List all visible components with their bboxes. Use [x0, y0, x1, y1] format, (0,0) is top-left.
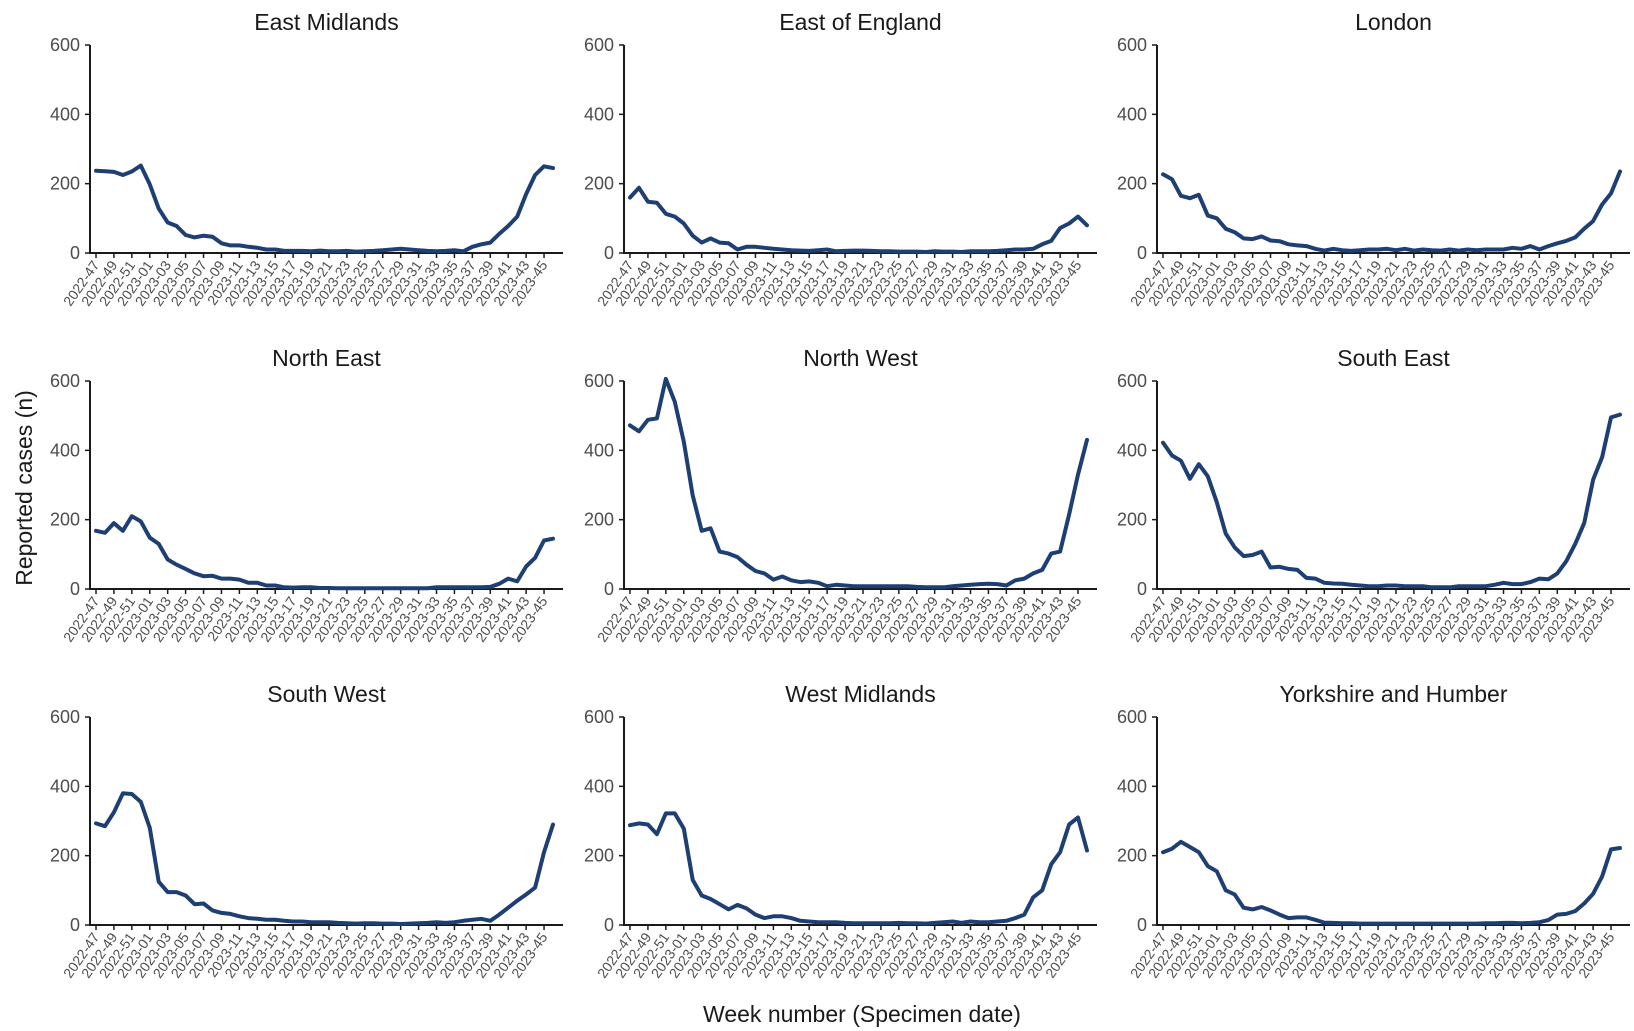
panel-title: East of England — [779, 9, 941, 35]
y-tick-label: 400 — [1117, 104, 1147, 124]
panel-title: South East — [1337, 345, 1450, 371]
y-tick-label: 200 — [1117, 174, 1147, 194]
panel-south-west: South West02004006002022-472022-492022-5… — [50, 681, 563, 981]
y-tick-label: 400 — [50, 776, 80, 796]
series-line-east-midlands — [94, 163, 555, 254]
series-line-yorkshire-and-humber — [1161, 839, 1622, 926]
y-tick-label: 0 — [70, 915, 80, 935]
series-line-south-east — [1161, 412, 1622, 590]
y-tick-label: 400 — [584, 776, 614, 796]
y-tick-label: 0 — [604, 915, 614, 935]
series-line-south-west — [94, 791, 555, 926]
y-tick-label: 400 — [50, 440, 80, 460]
y-tick-label: 200 — [50, 846, 80, 866]
y-tick-label: 200 — [584, 174, 614, 194]
panel-title: London — [1355, 9, 1432, 35]
panel-title: North West — [803, 345, 918, 371]
y-tick-label: 600 — [584, 35, 614, 55]
panel-title: West Midlands — [785, 681, 935, 707]
y-tick-label: 200 — [584, 846, 614, 866]
panel-title: East Midlands — [254, 9, 398, 35]
y-tick-label: 600 — [1117, 707, 1147, 727]
panel-north-east: North East02004006002022-472022-492022-5… — [50, 345, 563, 645]
y-tick-label: 400 — [50, 104, 80, 124]
y-tick-label: 0 — [604, 243, 614, 263]
y-tick-label: 600 — [50, 707, 80, 727]
x-axis-title: Week number (Specimen date) — [703, 1001, 1021, 1027]
panel-east-of-england: East of England02004006002022-472022-492… — [584, 9, 1097, 309]
panel-title: North East — [272, 345, 381, 371]
y-tick-label: 0 — [1137, 243, 1147, 263]
panel-title: Yorkshire and Humber — [1280, 681, 1508, 707]
y-tick-label: 400 — [584, 440, 614, 460]
y-tick-label: 400 — [1117, 440, 1147, 460]
y-tick-label: 400 — [584, 104, 614, 124]
series-line-north-east — [94, 514, 555, 591]
panel-title: South West — [267, 681, 386, 707]
panels-group: East Midlands02004006002022-472022-49202… — [50, 9, 1630, 981]
y-tick-label: 200 — [1117, 846, 1147, 866]
series-line-london — [1161, 169, 1622, 253]
y-tick-label: 0 — [1137, 579, 1147, 599]
y-tick-label: 0 — [1137, 915, 1147, 935]
panel-east-midlands: East Midlands02004006002022-472022-49202… — [50, 9, 563, 309]
y-tick-label: 200 — [50, 510, 80, 530]
y-tick-label: 200 — [584, 510, 614, 530]
y-tick-label: 600 — [1117, 371, 1147, 391]
y-tick-label: 600 — [584, 707, 614, 727]
y-tick-label: 400 — [1117, 776, 1147, 796]
panel-north-west: North West02004006002022-472022-492022-5… — [584, 345, 1097, 645]
y-tick-label: 0 — [70, 579, 80, 599]
series-line-west-midlands — [628, 811, 1089, 926]
y-tick-label: 600 — [584, 371, 614, 391]
y-tick-label: 600 — [1117, 35, 1147, 55]
panel-london: London02004006002022-472022-492022-51202… — [1117, 9, 1630, 309]
y-axis-title: Reported cases (n) — [11, 390, 37, 586]
y-tick-label: 200 — [1117, 510, 1147, 530]
panel-yorkshire-and-humber: Yorkshire and Humber02004006002022-47202… — [1117, 681, 1630, 981]
panel-west-midlands: West Midlands02004006002022-472022-49202… — [584, 681, 1097, 981]
y-tick-label: 0 — [70, 243, 80, 263]
series-line-east-of-england — [628, 185, 1089, 254]
series-line-north-west — [628, 376, 1089, 590]
y-tick-label: 600 — [50, 371, 80, 391]
y-tick-label: 600 — [50, 35, 80, 55]
panel-south-east: South East02004006002022-472022-492022-5… — [1117, 345, 1630, 645]
y-tick-label: 200 — [50, 174, 80, 194]
y-tick-label: 0 — [604, 579, 614, 599]
